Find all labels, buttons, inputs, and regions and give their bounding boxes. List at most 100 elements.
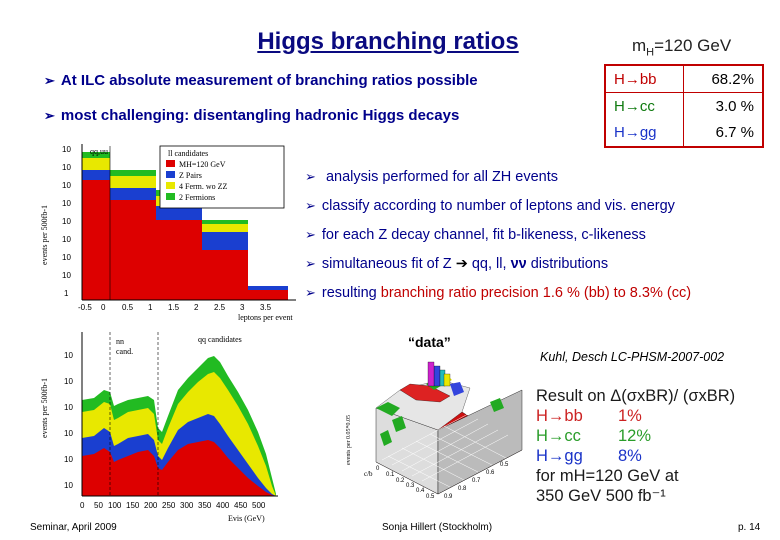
result-block: Result on Δ(σxBR)/ (σxBR) H→bb 1% H→cc 12%… bbox=[536, 386, 735, 506]
svg-text:0.5: 0.5 bbox=[500, 462, 509, 468]
result-value: 12% bbox=[618, 427, 652, 445]
hist2-xtick: 400 bbox=[216, 501, 230, 510]
arrow-bullet-icon: ➢ bbox=[305, 198, 316, 213]
result-row: H→bb 1% bbox=[536, 406, 735, 426]
hist2-xtick: 200 bbox=[144, 501, 158, 510]
hist1-ytick: 10 bbox=[62, 145, 71, 154]
svg-text:0.8: 0.8 bbox=[458, 486, 467, 492]
br-channel: H→gg bbox=[606, 119, 685, 146]
lego-xlabel: c/b bbox=[364, 470, 373, 478]
svg-text:0.6: 0.6 bbox=[486, 470, 495, 476]
svg-text:0.4: 0.4 bbox=[416, 488, 425, 494]
svg-text:0.1: 0.1 bbox=[386, 472, 395, 478]
mh-label: mH=120 GeV bbox=[632, 36, 732, 59]
br-value: 68.2% bbox=[711, 70, 754, 88]
footer-center: Sonja Hillert (Stockholm) bbox=[382, 522, 493, 533]
hist1-xtick: 2 bbox=[194, 303, 199, 312]
hist2-xtick: 450 bbox=[234, 501, 248, 510]
hist1-xticks: -0.5 0 0.5 1 1.5 2 2.5 3 3.5 bbox=[78, 303, 272, 312]
hist2-areas bbox=[82, 356, 276, 496]
hist2-xtick: 100 bbox=[108, 501, 122, 510]
hist2-label: cand. bbox=[116, 347, 133, 356]
right-arrow-icon: ➔ bbox=[455, 256, 468, 272]
footer-page-number: p. 14 bbox=[738, 522, 761, 533]
hist2-ytick: 10 bbox=[64, 455, 73, 464]
result-row: H→cc 12% bbox=[536, 426, 735, 446]
br-value: 3.0 % bbox=[715, 98, 754, 116]
bullet-analysis: ➢ analysis performed for all ZH events bbox=[305, 169, 559, 185]
br-channel: H→cc bbox=[606, 92, 685, 120]
hist1-legend-label: MH=120 GeV bbox=[179, 160, 226, 169]
hist1-legend-label: ll candidates bbox=[168, 149, 208, 158]
hist1-xtick: 0.5 bbox=[122, 303, 134, 312]
arrow-bullet-icon: ➢ bbox=[44, 73, 55, 88]
bullet-result-precision: ➢ resulting branching ratio precision 1.6… bbox=[305, 285, 692, 301]
evis-histogram: events per 500fb-1 10 10 10 10 10 10 nn … bbox=[38, 328, 283, 524]
br-channel: H→bb bbox=[606, 66, 685, 93]
hist1-xtick: 1.5 bbox=[168, 303, 180, 312]
hist2-ytick: 10 bbox=[64, 429, 73, 438]
arrow-bullet-icon: ➢ bbox=[44, 108, 55, 123]
hist1-xtick: 3 bbox=[240, 303, 245, 312]
hist1-legend-label: Z Pairs bbox=[179, 171, 202, 180]
data-label: “data” bbox=[408, 334, 451, 350]
svg-text:0.2: 0.2 bbox=[396, 478, 405, 484]
arrow-bullet-icon: ➢ bbox=[305, 285, 316, 300]
arrow-bullet-icon: ➢ bbox=[305, 227, 316, 242]
hist2-xtick: 50 bbox=[94, 501, 103, 510]
hist1-xtick: -0.5 bbox=[78, 303, 92, 312]
arrow-bullet-icon: ➢ bbox=[305, 169, 316, 184]
hist2-xtick: 500 bbox=[252, 501, 266, 510]
hist2-xtick: 150 bbox=[126, 501, 140, 510]
hist1-ytick: 1 bbox=[64, 289, 69, 298]
hist2-ylabel: events per 500fb-1 bbox=[40, 378, 49, 438]
svg-text:0.3: 0.3 bbox=[406, 483, 415, 489]
result-condition: for mH=120 GeV at bbox=[536, 467, 679, 485]
result-channel: H→gg bbox=[536, 447, 583, 465]
br-value: 6.7 % bbox=[715, 124, 754, 142]
bullet-ilc-measurement: ➢ At ILC absolute measurement of branchin… bbox=[44, 72, 478, 89]
hist1-xlabel: leptons per event bbox=[238, 313, 293, 322]
hist2-xtick: 300 bbox=[180, 501, 194, 510]
page-title: Higgs branching ratios bbox=[257, 28, 519, 55]
hist1-ytick: 10 bbox=[62, 235, 71, 244]
bullet-simultaneous-fit: ➢ simultaneous fit of Z ➔ qq, ll, νν dist… bbox=[305, 256, 609, 272]
hist1-legend-label: 4 Ferm. wo ZZ bbox=[179, 182, 228, 191]
bullet-hadronic-decays: ➢ most challenging: disentangling hadroni… bbox=[44, 107, 460, 124]
hist1-legend-label: 2 Fermions bbox=[179, 193, 215, 202]
result-value: 1% bbox=[618, 407, 642, 425]
result-row: H→gg 8% bbox=[536, 446, 735, 466]
hist1-ytick: 10 bbox=[62, 199, 71, 208]
svg-text:0.9: 0.9 bbox=[444, 494, 453, 500]
svg-text:0: 0 bbox=[376, 466, 380, 472]
hist1-xtick: 1 bbox=[148, 303, 153, 312]
lepton-histogram: events per 500fb-1 10 10 10 10 10 10 10 … bbox=[38, 140, 303, 322]
hist1-ytick: 10 bbox=[62, 217, 71, 226]
hist2-xtick: 250 bbox=[162, 501, 176, 510]
hist1-xtick: 2.5 bbox=[214, 303, 226, 312]
hist1-top-label: qq,uu bbox=[90, 147, 108, 156]
hist1-xtick: 0 bbox=[101, 303, 106, 312]
lego-zlabel: events per 0.05*0.05 bbox=[346, 415, 352, 465]
hist2-xtick: 350 bbox=[198, 501, 212, 510]
hist1-ytick: 10 bbox=[62, 253, 71, 262]
result-channel: H→bb bbox=[536, 407, 583, 425]
hist2-xlabel: Evis (GeV) bbox=[228, 514, 265, 523]
footer-left: Seminar, April 2009 bbox=[30, 522, 117, 533]
hist2-ytick: 10 bbox=[64, 403, 73, 412]
hist1-ylabel: events per 500fb-1 bbox=[40, 205, 49, 265]
hist2-xtick: 0 bbox=[80, 501, 85, 510]
arrow-bullet-icon: ➢ bbox=[305, 256, 316, 271]
branching-ratio-table: H→bb 68.2% H→cc 3.0 % H→gg 6.7 % bbox=[604, 64, 764, 148]
svg-text:0.5: 0.5 bbox=[426, 494, 435, 500]
hist2-xticks: 0 50 100 150 200 250 300 350 400 450 500 bbox=[80, 501, 266, 510]
lego-plot: 00.10.2 0.30.40.5 0.90.80.7 0.60.5 event… bbox=[340, 350, 530, 508]
result-value: 8% bbox=[618, 447, 642, 465]
reference-citation: Kuhl, Desch LC-PHSM-2007-002 bbox=[540, 350, 725, 364]
hist1-xtick: 3.5 bbox=[260, 303, 272, 312]
hist2-ytick: 10 bbox=[64, 377, 73, 386]
hist1-ytick: 10 bbox=[62, 181, 71, 190]
result-title: Result on Δ(σxBR)/ (σxBR) bbox=[536, 387, 736, 405]
bullet-z-decay: ➢ for each Z decay channel, fit b-likenes… bbox=[305, 227, 646, 243]
hist1-legend: ll candidates MH=120 GeV Z Pairs 4 Ferm.… bbox=[159, 145, 285, 209]
